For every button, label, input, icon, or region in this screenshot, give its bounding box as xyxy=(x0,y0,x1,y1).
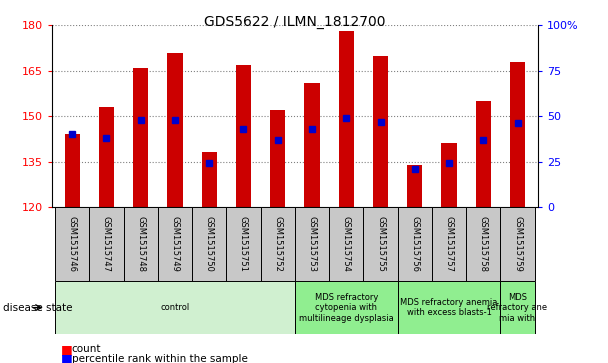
Bar xyxy=(339,32,354,207)
Text: ■: ■ xyxy=(61,343,72,356)
Bar xyxy=(270,110,286,207)
Bar xyxy=(500,281,534,334)
Bar xyxy=(304,83,320,207)
Text: GSM1515750: GSM1515750 xyxy=(205,216,214,272)
Text: MDS refractory anemia
with excess blasts-1: MDS refractory anemia with excess blasts… xyxy=(400,298,498,317)
Bar xyxy=(398,207,432,281)
Text: GSM1515754: GSM1515754 xyxy=(342,216,351,272)
Bar xyxy=(398,281,500,334)
Bar xyxy=(441,143,457,207)
Text: GSM1515755: GSM1515755 xyxy=(376,216,385,272)
Text: percentile rank within the sample: percentile rank within the sample xyxy=(72,354,247,363)
Text: GSM1515749: GSM1515749 xyxy=(170,216,179,272)
Bar xyxy=(500,207,534,281)
Bar xyxy=(192,207,226,281)
Text: GSM1515759: GSM1515759 xyxy=(513,216,522,272)
Bar xyxy=(295,281,398,334)
Bar xyxy=(167,53,182,207)
Text: GSM1515747: GSM1515747 xyxy=(102,216,111,272)
Bar xyxy=(123,207,158,281)
Bar xyxy=(475,101,491,207)
Bar xyxy=(89,207,123,281)
Text: GSM1515748: GSM1515748 xyxy=(136,216,145,272)
Bar xyxy=(295,207,329,281)
Bar xyxy=(55,281,295,334)
Bar xyxy=(158,207,192,281)
Bar xyxy=(329,207,364,281)
Bar xyxy=(226,207,261,281)
Bar xyxy=(261,207,295,281)
Bar xyxy=(373,56,389,207)
Text: control: control xyxy=(161,303,190,312)
Text: GSM1515753: GSM1515753 xyxy=(308,216,317,272)
Bar xyxy=(236,65,251,207)
Bar xyxy=(55,207,89,281)
Text: disease state: disease state xyxy=(3,303,72,313)
Bar xyxy=(98,107,114,207)
Text: MDS refractory
cytopenia with
multilineage dysplasia: MDS refractory cytopenia with multilinea… xyxy=(299,293,393,323)
Bar xyxy=(201,152,217,207)
Text: GDS5622 / ILMN_1812700: GDS5622 / ILMN_1812700 xyxy=(204,15,385,29)
Text: GSM1515751: GSM1515751 xyxy=(239,216,248,272)
Text: MDS
refractory ane
mia with: MDS refractory ane mia with xyxy=(488,293,548,323)
Text: GSM1515752: GSM1515752 xyxy=(273,216,282,272)
Text: GSM1515746: GSM1515746 xyxy=(67,216,77,272)
Text: ■: ■ xyxy=(61,352,72,363)
Text: GSM1515756: GSM1515756 xyxy=(410,216,420,272)
Bar xyxy=(510,62,525,207)
Bar xyxy=(432,207,466,281)
Bar xyxy=(364,207,398,281)
Bar xyxy=(466,207,500,281)
Text: GSM1515757: GSM1515757 xyxy=(444,216,454,272)
Bar xyxy=(407,164,423,207)
Text: count: count xyxy=(72,344,102,354)
Bar xyxy=(64,134,80,207)
Text: GSM1515758: GSM1515758 xyxy=(478,216,488,272)
Bar xyxy=(133,68,148,207)
